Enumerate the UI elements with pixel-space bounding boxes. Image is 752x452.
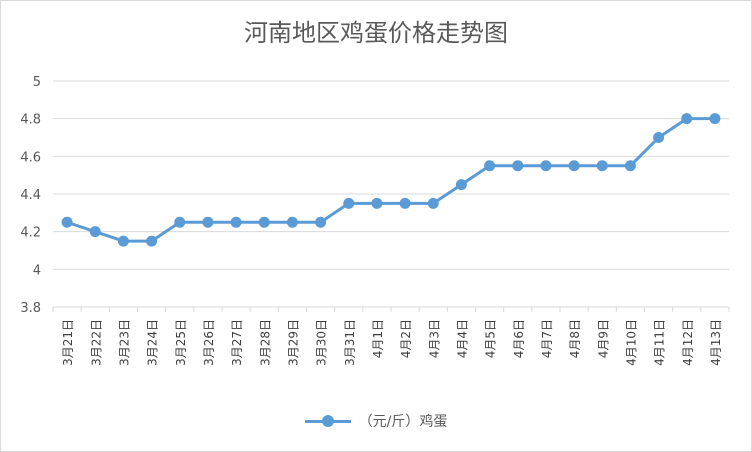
series-line (66, 117, 715, 243)
data-point (399, 197, 411, 209)
data-point (624, 160, 636, 172)
data-point (540, 160, 552, 172)
x-tick-label: 3月28日 (258, 319, 272, 366)
x-tick-label: 3月22日 (89, 319, 103, 366)
x-tick-label: 4月3日 (427, 319, 441, 358)
y-tick-label: 3.8 (20, 301, 41, 316)
data-point (427, 197, 439, 209)
x-tick-label: 3月26日 (202, 319, 216, 366)
legend: （元/斤）鸡蛋 (1, 411, 751, 431)
x-tick-label: 4月11日 (653, 319, 667, 366)
data-point (371, 197, 383, 209)
data-point (512, 160, 524, 172)
x-tick-label: 4月13日 (709, 319, 723, 366)
data-point (343, 197, 355, 209)
data-point (230, 216, 242, 228)
data-point (202, 216, 214, 228)
chart-title: 河南地区鸡蛋价格走势图 (244, 19, 508, 47)
data-point (596, 160, 608, 172)
x-tick-label: 3月30日 (315, 319, 329, 366)
data-point (286, 216, 298, 228)
x-tick-label: 4月6日 (512, 319, 526, 358)
data-point (89, 226, 101, 238)
legend-line-marker (304, 414, 351, 428)
y-tick-label: 5 (33, 75, 41, 90)
x-tick-label: 4月4日 (455, 319, 469, 358)
y-tick-label: 4.8 (20, 113, 41, 128)
x-tick-label: 3月25日 (174, 319, 188, 366)
x-tick-label: 4月9日 (596, 319, 610, 358)
x-tick-label: 4月1日 (371, 319, 385, 358)
data-point (315, 216, 327, 228)
x-tick-label: 3月21日 (61, 319, 75, 366)
x-tick-label: 4月5日 (484, 319, 498, 358)
legend-label: （元/斤）鸡蛋 (358, 414, 448, 430)
data-point (117, 235, 129, 247)
data-point (258, 216, 270, 228)
data-point (61, 216, 73, 228)
data-point (568, 160, 580, 172)
x-tick-label: 3月27日 (230, 319, 244, 366)
x-tick-label: 3月29日 (286, 319, 300, 366)
y-tick-label: 4.6 (20, 150, 41, 165)
x-tick-label: 4月7日 (540, 319, 554, 358)
y-tick-label: 4 (33, 263, 41, 278)
data-point (484, 160, 496, 172)
data-point (709, 113, 721, 125)
x-tick-label: 4月8日 (568, 319, 582, 358)
y-tick-label: 4.4 (20, 188, 41, 203)
data-point (146, 235, 158, 247)
data-point (174, 216, 186, 228)
data-point (455, 179, 467, 191)
x-tick-label: 4月12日 (681, 319, 695, 366)
x-tick-label: 3月23日 (117, 319, 131, 366)
x-tick-label: 4月10日 (624, 319, 638, 366)
x-tick-label: 3月24日 (146, 319, 160, 366)
y-tick-label: 4.2 (20, 226, 41, 241)
data-point (653, 132, 665, 143)
x-tick-label: 3月31日 (343, 319, 357, 366)
x-tick-label: 4月2日 (399, 319, 413, 358)
data-point (681, 113, 693, 125)
